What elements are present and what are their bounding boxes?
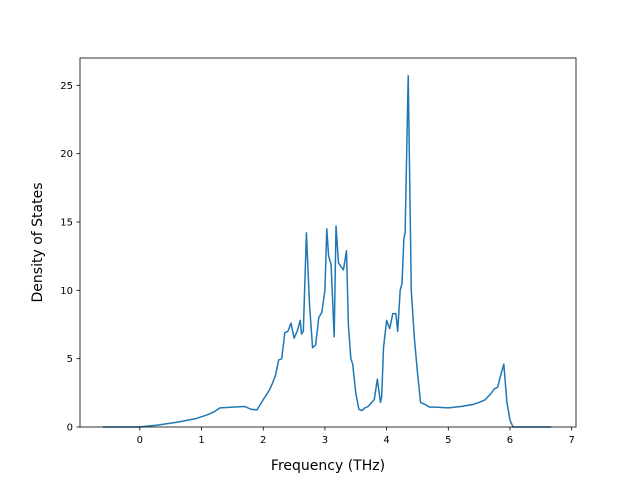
x-tick-label: 2 bbox=[260, 435, 266, 446]
y-tick-label: 15 bbox=[60, 218, 73, 229]
y-tick-label: 25 bbox=[60, 81, 73, 92]
y-tick-label: 0 bbox=[67, 423, 73, 434]
x-axis-ticks: 0 1 2 3 4 5 6 7 bbox=[137, 427, 575, 446]
x-tick-label: 0 bbox=[137, 435, 143, 446]
x-tick-label: 6 bbox=[507, 435, 513, 446]
series-layer bbox=[102, 75, 552, 428]
y-tick-label: 5 bbox=[67, 354, 73, 365]
plot-frame bbox=[79, 57, 577, 428]
y-axis-label: Density of States bbox=[30, 183, 46, 303]
x-tick-label: 4 bbox=[383, 435, 389, 446]
x-axis-label: Frequency (THz) bbox=[271, 458, 385, 474]
y-axis-ticks: 0 5 10 15 20 25 bbox=[60, 81, 80, 434]
x-tick-label: 3 bbox=[322, 435, 328, 446]
x-tick-label: 1 bbox=[198, 435, 204, 446]
y-tick-label: 20 bbox=[60, 149, 73, 160]
series-line-0 bbox=[102, 75, 552, 428]
y-tick-label: 10 bbox=[60, 286, 73, 297]
x-tick-label: 5 bbox=[445, 435, 451, 446]
x-tick-label: 7 bbox=[568, 435, 574, 446]
